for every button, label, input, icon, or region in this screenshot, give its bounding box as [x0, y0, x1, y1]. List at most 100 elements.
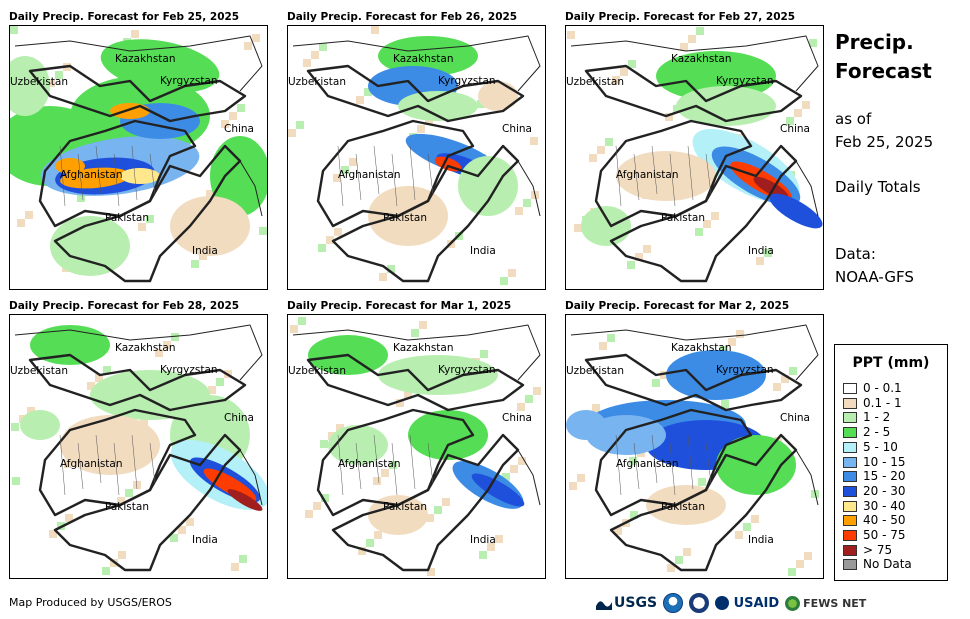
label-afghanistan: Afghanistan	[338, 458, 401, 470]
label-pakistan: Pakistan	[383, 501, 427, 513]
province-border	[427, 153, 434, 195]
precip-cell	[605, 138, 613, 146]
province-border	[409, 145, 416, 201]
precip-cell	[427, 568, 435, 576]
fews-net-logo: FEWS NET	[785, 595, 866, 611]
precip-cell	[502, 473, 510, 481]
precip-cell	[756, 257, 764, 265]
label-india: India	[192, 534, 218, 546]
province-border	[337, 434, 344, 496]
province-border	[355, 153, 362, 201]
precip-cell	[425, 117, 433, 125]
legend-swatch	[843, 471, 857, 483]
precip-cell	[125, 489, 133, 497]
precip-cell	[118, 551, 126, 559]
precip-cell	[735, 531, 743, 539]
precip-cell	[239, 555, 247, 563]
country-border	[292, 35, 541, 92]
country-border	[570, 35, 819, 92]
precip-cell	[577, 474, 585, 482]
country-border	[584, 64, 803, 123]
precip-cell	[146, 215, 154, 223]
country-borders	[570, 35, 819, 283]
legend-item: 1 - 2	[843, 410, 890, 424]
country-borders	[292, 35, 541, 283]
country-border	[331, 144, 520, 283]
precip-cell	[728, 338, 736, 346]
country-border	[795, 449, 819, 506]
precip-cell	[620, 68, 628, 76]
precip-area	[30, 325, 110, 365]
precip-cell	[221, 120, 229, 128]
precip-area	[210, 136, 267, 216]
precip-cell	[320, 440, 328, 448]
precip-cell	[533, 387, 541, 395]
legend-swatch	[843, 544, 857, 556]
precip-cell	[773, 383, 781, 391]
precip-cell	[695, 228, 703, 236]
totals-label: Daily Totals	[835, 178, 921, 196]
precip-cell	[10, 26, 18, 34]
legend-item: 10 - 15	[843, 455, 906, 469]
precip-area	[458, 156, 518, 216]
country-borders	[14, 324, 263, 572]
province-border	[113, 442, 120, 496]
province-border	[633, 442, 640, 490]
precip-cell	[77, 194, 85, 202]
province-border	[337, 145, 344, 207]
label-kyrgyzstan: Kyrgyzstan	[160, 364, 218, 376]
precip-cell	[11, 423, 19, 431]
legend-label: 0 - 0.1	[863, 381, 902, 395]
country-border	[517, 160, 541, 217]
precip-cell	[434, 506, 442, 514]
usaid-seal-icon	[715, 596, 730, 610]
precip-cell	[138, 223, 146, 231]
precip-cell	[698, 478, 706, 486]
legend-swatch	[843, 530, 857, 541]
panel-map: Kazakhstan Uzbekistan Kyrgyzstan China Afgha…	[287, 25, 546, 290]
panel-map: Kazakhstan Uzbekistan Kyrgyzstan China Afgha…	[9, 314, 268, 579]
province-border	[149, 153, 156, 195]
precip-cell	[303, 59, 311, 67]
legend-label: 0.1 - 1	[863, 395, 902, 410]
precip-area	[666, 350, 766, 400]
precip-cell	[660, 371, 668, 379]
precip-cell	[349, 158, 357, 166]
precip-cell	[208, 386, 216, 394]
legend-swatch	[843, 485, 857, 497]
panel-map: Kazakhstan Uzbekistan Kyrgyzstan China Afgha…	[565, 314, 824, 579]
precip-cell	[665, 113, 673, 121]
country-border	[594, 119, 753, 228]
sidebar-title: Precip. Forecast	[835, 28, 932, 86]
precip-cell	[675, 556, 683, 564]
country-border	[38, 119, 197, 228]
province-border	[77, 442, 84, 490]
precip-cell	[296, 121, 304, 129]
panel-title: Daily Precip. Forecast for Mar 2, 2025	[565, 300, 790, 312]
label-afghanistan: Afghanistan	[616, 169, 679, 181]
precip-cell	[87, 382, 95, 390]
panel-map: Kazakhstan Uzbekistan Kyrgyzstan China Afgha…	[287, 314, 546, 579]
precip-layer	[11, 325, 267, 575]
precip-cell	[711, 212, 719, 220]
precip-cell	[313, 502, 321, 510]
label-china: China	[224, 123, 254, 135]
legend-item: > 75	[843, 543, 892, 557]
panel-title: Daily Precip. Forecast for Feb 27, 2025	[565, 11, 796, 23]
precip-area	[20, 410, 60, 440]
precip-cell	[252, 34, 260, 42]
precip-cell	[612, 76, 620, 84]
precip-cell	[103, 366, 111, 374]
legend-label: 15 - 20	[863, 469, 906, 484]
precip-layer	[290, 317, 541, 576]
legend-item: 50 - 75	[843, 528, 906, 542]
precip-cell	[373, 477, 381, 485]
country-border	[28, 64, 247, 123]
label-india: India	[192, 245, 218, 257]
country-borders	[292, 324, 541, 572]
province-border	[59, 145, 66, 207]
label-uzbekistan: Uzbekistan	[566, 365, 624, 377]
precip-cell	[630, 511, 638, 519]
label-china: China	[502, 123, 532, 135]
precip-cell	[171, 333, 179, 341]
